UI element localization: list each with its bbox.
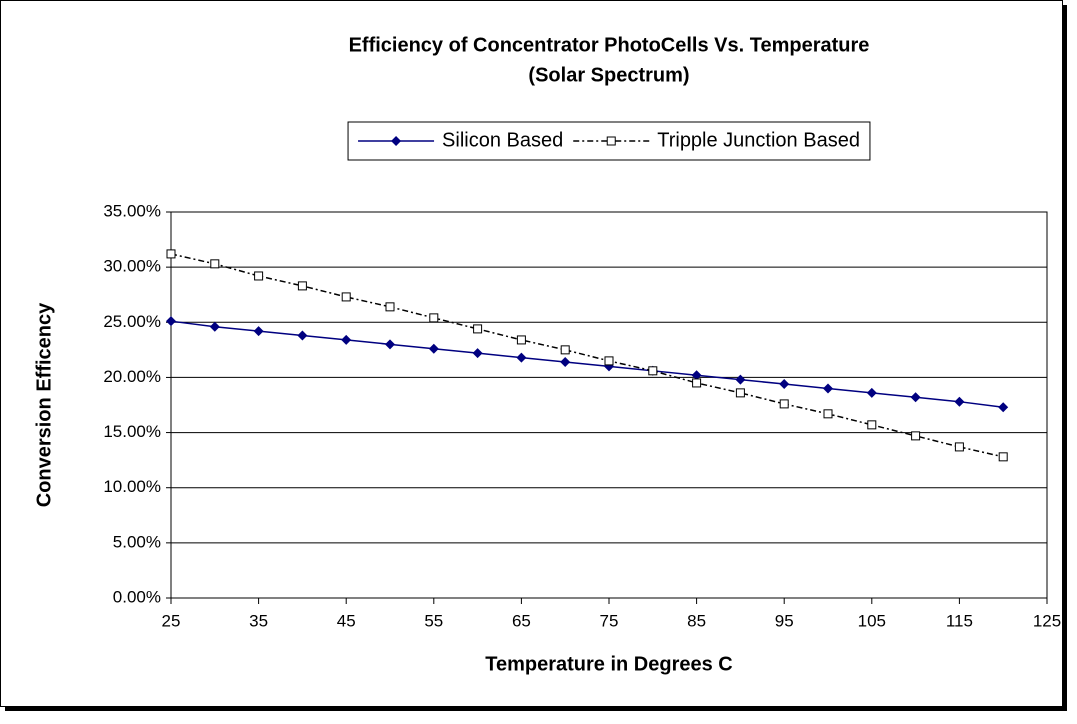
marker: [998, 452, 1008, 462]
marker: [954, 442, 964, 452]
y-tick-label: 25.00%: [103, 312, 161, 331]
marker: [472, 348, 483, 359]
marker: [779, 399, 789, 409]
marker: [209, 321, 220, 332]
y-tick-label: 35.00%: [103, 201, 161, 220]
marker: [516, 352, 527, 363]
y-axis-label: Conversion Efficency: [33, 302, 55, 507]
marker: [866, 387, 877, 398]
x-tick-label: 125: [1033, 611, 1061, 630]
marker: [560, 356, 571, 367]
marker: [823, 409, 833, 419]
marker: [648, 366, 658, 376]
chart-subtitle: (Solar Spectrum): [528, 64, 689, 86]
x-tick-label: 75: [600, 611, 619, 630]
marker: [428, 343, 439, 354]
marker: [297, 330, 308, 341]
marker: [253, 326, 264, 337]
marker: [735, 374, 746, 385]
x-tick-label: 25: [162, 611, 181, 630]
x-tick-label: 55: [424, 611, 443, 630]
marker: [998, 402, 1009, 413]
marker: [606, 136, 616, 146]
legend-label: Tripple Junction Based: [657, 129, 860, 151]
marker: [691, 370, 702, 381]
marker: [297, 281, 307, 291]
y-tick-label: 20.00%: [103, 367, 161, 386]
marker: [254, 271, 264, 281]
marker: [867, 420, 877, 430]
marker: [910, 392, 921, 403]
y-tick-label: 5.00%: [113, 532, 161, 551]
marker: [166, 316, 176, 327]
marker: [692, 378, 702, 388]
x-axis-label: Temperature in Degrees C: [485, 653, 733, 675]
x-tick-label: 105: [858, 611, 886, 630]
plot-area: [170, 211, 1048, 599]
marker: [391, 136, 402, 146]
x-tick-label: 45: [337, 611, 356, 630]
marker: [341, 334, 352, 345]
marker: [516, 335, 526, 345]
x-tick-label: 85: [687, 611, 706, 630]
legend-label: Silicon Based: [442, 129, 563, 151]
marker: [473, 324, 483, 334]
marker: [429, 313, 439, 323]
series-line: [170, 253, 1004, 458]
y-tick-label: 0.00%: [113, 587, 161, 606]
marker: [911, 431, 921, 441]
marker: [779, 379, 790, 390]
marker: [823, 383, 833, 394]
y-tick-label: 10.00%: [103, 477, 161, 496]
marker: [341, 292, 351, 302]
series-line: [170, 320, 1004, 408]
marker: [735, 388, 745, 398]
marker: [385, 302, 395, 312]
marker: [166, 249, 176, 259]
x-tick-label: 95: [775, 611, 794, 630]
x-tick-label: 115: [946, 611, 973, 630]
marker: [954, 396, 965, 407]
marker: [604, 356, 614, 366]
marker: [210, 259, 220, 269]
y-tick-label: 15.00%: [103, 422, 161, 441]
marker: [385, 339, 395, 350]
x-tick-label: 65: [512, 611, 531, 630]
chart-title: Efficiency of Concentrator PhotoCells Vs…: [349, 34, 870, 56]
y-tick-label: 30.00%: [103, 257, 161, 276]
marker: [560, 345, 570, 355]
x-tick-label: 35: [249, 611, 268, 630]
